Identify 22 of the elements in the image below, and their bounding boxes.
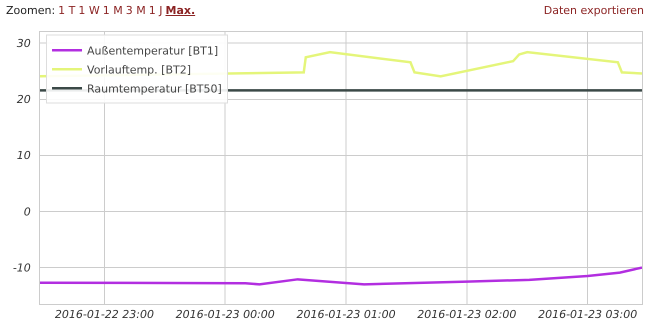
legend-label: Außentemperatur [BT1] — [87, 44, 218, 58]
text: Daten exportieren — [544, 4, 644, 17]
y-tick-label: 20 — [16, 93, 31, 106]
text: Zoomen: — [6, 4, 56, 17]
x-tick-label: 2016-01-23 01:00 — [296, 308, 396, 322]
text: 1 M — [102, 4, 123, 17]
x-tick-label: 2016-01-22 23:00 — [54, 308, 154, 322]
y-tick-label: 10 — [16, 149, 31, 162]
text: 3 M — [126, 4, 146, 17]
text: Max. — [166, 4, 196, 17]
text: 1 T — [58, 4, 76, 17]
x-tick-label: 2016-01-23 02:00 — [417, 308, 516, 322]
line-series — [40, 266, 642, 286]
legend-label: Raumtemperatur [BT50] — [87, 82, 222, 96]
text: 1 W — [78, 4, 100, 17]
text: 1 J — [148, 4, 162, 17]
y-tick-label: -10 — [12, 261, 31, 274]
y-tick-label: 0 — [24, 205, 31, 218]
x-tick-label: 2016-01-23 03:00 — [538, 308, 638, 322]
legend-label: Vorlauftemp. [BT2] — [87, 64, 192, 77]
y-tick-label: 30 — [16, 37, 31, 50]
x-tick-label: 2016-01-23 00:00 — [176, 308, 275, 322]
